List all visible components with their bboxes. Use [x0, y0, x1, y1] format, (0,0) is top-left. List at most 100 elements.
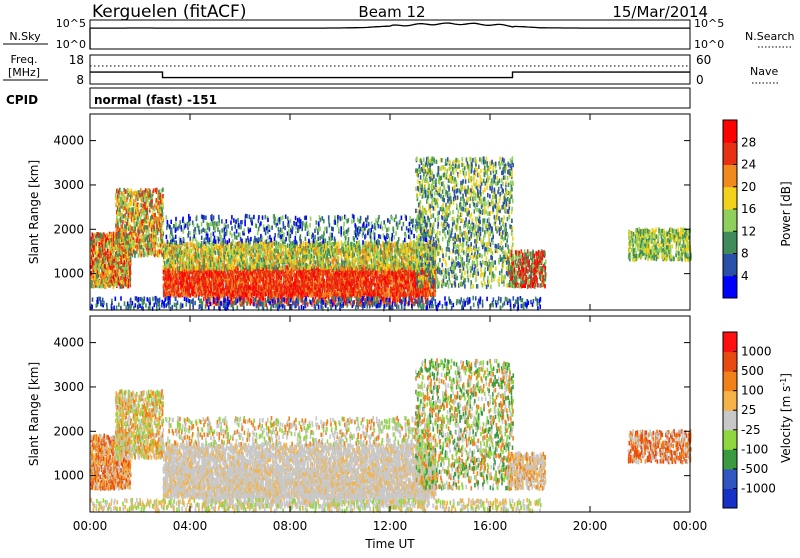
scatter-cell: [162, 217, 164, 221]
scatter-cell: [162, 194, 164, 198]
scatter-cell: [234, 250, 236, 254]
scatter-cell: [121, 280, 123, 284]
scatter-cell: [113, 254, 115, 258]
scatter-cell: [134, 251, 136, 255]
scatter-cell: [116, 245, 118, 249]
scatter-cell: [152, 211, 154, 215]
scatter-cell: [281, 276, 283, 280]
scatter-cell: [234, 265, 236, 269]
scatter-cell: [134, 222, 136, 226]
scatter-cell: [245, 258, 247, 262]
scatter-cell: [105, 251, 107, 255]
scatter-cell: [145, 225, 147, 229]
scatter-cell: [145, 188, 147, 192]
scatter-cell: [210, 260, 212, 264]
scatter-cell: [158, 201, 160, 205]
scatter-cell: [237, 282, 239, 286]
scatter-cell: [100, 233, 102, 237]
scatter-cell: [144, 225, 146, 229]
scatter-cell: [398, 278, 400, 282]
scatter-cell: [188, 249, 190, 253]
scatter-cell: [158, 237, 160, 241]
scatter-cell: [204, 262, 206, 266]
freq-label-line2: [MHz]: [8, 66, 40, 79]
scatter-cell: [138, 204, 140, 208]
scatter-cell: [314, 283, 316, 287]
scatter-cell: [373, 271, 375, 275]
scatter-cell: [128, 221, 130, 225]
nsky-tick-bottom: 10^0: [56, 38, 86, 51]
scatter-cell: [177, 244, 179, 248]
scatter-cell: [201, 290, 203, 294]
scatter-cell: [161, 189, 163, 193]
scatter-cell: [158, 244, 160, 248]
scatter-cell: [138, 220, 140, 224]
scatter-cell: [186, 261, 188, 265]
scatter-cell: [121, 213, 123, 217]
scatter-cell: [165, 243, 167, 247]
scatter-cell: [163, 265, 165, 269]
scatter-cell: [122, 220, 124, 224]
nsky-panel: N.Sky 10^5 10^0 10^5 10^0 N.Search: [3, 17, 795, 51]
scatter-cell: [93, 239, 95, 243]
scatter-cell: [234, 245, 236, 249]
freq-frame: [90, 55, 690, 84]
scatter-cell: [242, 244, 244, 248]
scatter-cell: [172, 292, 174, 296]
station-title: Kerguelen (fitACF): [92, 2, 246, 22]
scatter-cell: [150, 194, 152, 198]
scatter-cell: [96, 251, 98, 255]
scatter-cell: [391, 281, 393, 285]
scatter-cell: [131, 226, 133, 230]
scatter-cell: [147, 210, 149, 214]
scatter-cell: [231, 251, 233, 255]
scatter-cell: [228, 244, 230, 248]
scatter-cell: [95, 267, 97, 271]
scatter-cell: [292, 277, 294, 281]
scatter-cell: [205, 267, 207, 271]
scatter-cell: [143, 253, 145, 257]
scatter-cell: [159, 249, 161, 253]
scatter-cell: [135, 190, 137, 194]
scatter-cell: [115, 193, 117, 197]
scatter-cell: [124, 196, 126, 200]
scatter-cell: [162, 212, 164, 216]
scatter-cell: [162, 239, 164, 243]
scatter-cell: [336, 285, 338, 289]
scatter-cell: [287, 243, 289, 247]
nsky-series-line: [90, 23, 690, 49]
scatter-cell: [151, 215, 153, 219]
scatter-cell: [251, 246, 253, 250]
scatter-cell: [225, 275, 227, 279]
scatter-cell: [132, 217, 134, 221]
scatter-cell: [125, 190, 127, 194]
scatter-cell: [131, 191, 133, 195]
scatter-cell: [303, 279, 305, 283]
scatter-cell: [275, 265, 277, 269]
scatter-cell: [120, 223, 122, 227]
scatter-cell: [232, 266, 234, 270]
scatter-cell: [132, 233, 134, 237]
scatter-cell: [246, 258, 248, 262]
scatter-cell: [270, 289, 272, 293]
scatter-cell: [410, 284, 412, 288]
scatter-cell: [190, 293, 192, 297]
scatter-cell: [119, 208, 121, 212]
scatter-cell: [130, 277, 132, 281]
scatter-cell: [166, 250, 168, 254]
scatter-cell: [138, 210, 140, 214]
scatter-cell: [164, 255, 166, 259]
scatter-cell: [126, 247, 128, 251]
scatter-cell: [183, 266, 185, 270]
scatter-cell: [285, 246, 287, 250]
scatter-cell: [94, 233, 96, 237]
scatter-cell: [196, 285, 198, 289]
scatter-cell: [121, 196, 123, 200]
scatter-cell: [121, 191, 123, 195]
scatter-cell: [132, 245, 134, 249]
scatter-cell: [257, 263, 259, 267]
scatter-cell: [378, 274, 380, 278]
scatter-cell: [125, 216, 127, 220]
scatter-cell: [154, 213, 156, 217]
